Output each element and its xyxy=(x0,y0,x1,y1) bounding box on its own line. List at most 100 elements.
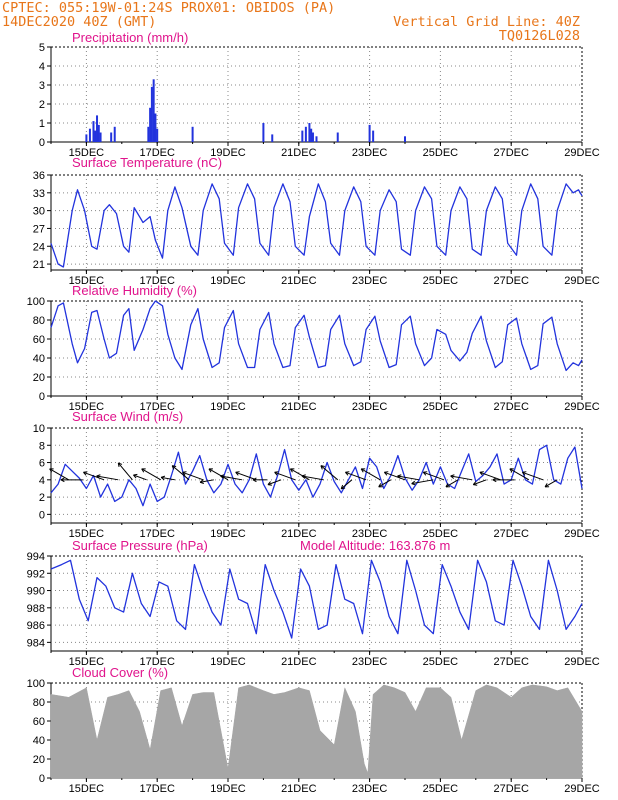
panel-1-ytick-label: 2 xyxy=(39,99,45,111)
wind-arrow xyxy=(290,468,310,481)
wind-arrow xyxy=(423,471,445,481)
wind-arrow-head xyxy=(360,468,366,473)
panel-1-title: Precipitation (mm/h) xyxy=(72,30,188,45)
panel-4-ytick-label: 8 xyxy=(39,440,45,452)
precip-bar xyxy=(372,130,375,142)
wind-arrow xyxy=(509,468,530,481)
panel-4-xtick-label: 25DEC xyxy=(423,528,459,540)
panel-6-ytick-label: 40 xyxy=(33,735,45,747)
wind-arrow-head xyxy=(340,484,346,490)
panel-2-xtick-label: 19DEC xyxy=(210,275,246,287)
panel-2-xtick-label: 27DEC xyxy=(493,275,529,287)
wind-arrow-head xyxy=(60,477,65,483)
wind-arrow xyxy=(117,462,133,481)
wind-arrow xyxy=(340,479,353,490)
panel-4-xtick-label: 17DEC xyxy=(139,528,175,540)
panel-5-ytick-label: 986 xyxy=(27,620,45,632)
panel-3-ytick-label: 100 xyxy=(27,296,45,308)
wind-arrow-head xyxy=(397,474,402,479)
precip-bar xyxy=(149,107,152,142)
panel-1-xtick-label: 23DEC xyxy=(352,147,388,159)
panel-2-xtick-label: 25DEC xyxy=(423,275,459,287)
precip-bar xyxy=(336,132,339,142)
panel-1-ytick-label: 5 xyxy=(39,42,45,54)
wind-arrow-head xyxy=(274,471,279,476)
panel-2-ytick-label: 21 xyxy=(33,259,45,271)
panel-1-xtick-label: 29DEC xyxy=(564,147,600,159)
wind-arrow xyxy=(208,468,229,481)
panel-6-xtick-label: 21DEC xyxy=(281,783,317,795)
panel-5-xtick-label: 27DEC xyxy=(493,656,529,668)
wind-arrow-head xyxy=(208,468,213,473)
panel-2-xtick-label: 23DEC xyxy=(352,275,388,287)
precip-bar xyxy=(271,134,274,142)
panel-2-xtick-label: 17DEC xyxy=(139,275,175,287)
panel-6-ytick-label: 60 xyxy=(33,716,45,728)
wind-arrow xyxy=(320,465,339,481)
precip-bar xyxy=(97,124,100,142)
panel-4-series-line xyxy=(50,444,583,507)
panel-6-xtick-label: 25DEC xyxy=(423,783,459,795)
panel-3-ytick-label: 0 xyxy=(39,391,45,403)
wind-arrow-head xyxy=(133,473,138,479)
panel-5-xtick-label: 19DEC xyxy=(210,656,246,668)
wind-arrow xyxy=(267,479,282,486)
panel-4-ytick-label: 0 xyxy=(39,509,45,521)
wind-arrow xyxy=(378,479,392,488)
header-date: 14DEC2020 40Z (GMT) xyxy=(2,14,157,30)
precip-bar xyxy=(315,136,318,142)
panel-1-xtick-label: 15DEC xyxy=(69,147,105,159)
panel-4-ytick-label: 4 xyxy=(39,475,45,487)
panel-5-xtick-label: 29DEC xyxy=(564,656,600,668)
precip-bar xyxy=(301,130,304,142)
panel-6-title: Cloud Cover (%) xyxy=(72,665,168,680)
precip-bar xyxy=(85,134,88,142)
panel-3-xtick-label: 15DEC xyxy=(69,401,105,413)
panel-5-series-line xyxy=(50,559,583,639)
precip-bar xyxy=(308,123,311,142)
wind-arrow-head xyxy=(141,468,146,473)
wind-arrow-head xyxy=(49,468,54,473)
wind-arrow xyxy=(235,471,257,481)
wind-arrow-head xyxy=(289,468,295,473)
wind-arrow xyxy=(445,479,459,488)
wind-arrow-head xyxy=(267,481,272,486)
panel-3-ytick-label: 40 xyxy=(33,353,45,365)
panel-1-xtick-label: 25DEC xyxy=(423,147,459,159)
panel-5-xtick-label: 23DEC xyxy=(352,656,388,668)
wind-arrow xyxy=(544,479,558,488)
wind-arrow-head xyxy=(199,479,205,485)
panel-1-xtick-label: 19DEC xyxy=(210,147,246,159)
wind-arrow xyxy=(473,479,487,486)
precip-bar xyxy=(150,86,153,142)
wind-arrow xyxy=(199,479,214,483)
panel-1-xtick-label: 27DEC xyxy=(493,147,529,159)
precip-bar xyxy=(99,132,102,142)
panel-3-xtick-label: 25DEC xyxy=(423,401,459,413)
precip-bar xyxy=(152,79,155,142)
precip-bar xyxy=(304,126,307,142)
panel-5-subtitle: Model Altitude: 163.876 m xyxy=(300,538,450,553)
panel-1-ytick-label: 0 xyxy=(39,137,45,149)
wind-arrow xyxy=(220,475,243,481)
panel-6-ytick-label: 80 xyxy=(33,697,45,709)
wind-arrow xyxy=(360,468,381,481)
header-grid-line: Vertical Grid Line: 40Z xyxy=(393,14,580,30)
header-model-code: TQ0126L028 xyxy=(498,28,580,44)
panel-4-xtick-label: 27DEC xyxy=(493,528,529,540)
panel-2-ytick-label: 30 xyxy=(33,206,45,218)
panel-3-title: Relative Humidity (%) xyxy=(72,283,197,298)
panel-5-ytick-label: 992 xyxy=(27,568,45,580)
precip-bar xyxy=(368,124,371,142)
panel-3-xtick-label: 21DEC xyxy=(281,401,317,413)
wind-arrow-head xyxy=(544,483,550,488)
wind-arrow-head xyxy=(171,465,177,470)
panel-5-xtick-label: 15DEC xyxy=(69,656,105,668)
cloud-cover-area xyxy=(50,684,583,779)
panel-2-xtick-label: 29DEC xyxy=(564,275,600,287)
wind-arrow xyxy=(522,471,544,481)
wind-arrow-head xyxy=(411,480,416,486)
panel-2-ytick-label: 27 xyxy=(33,223,45,235)
panel-4-xtick-label: 29DEC xyxy=(564,528,600,540)
precip-bar xyxy=(154,113,157,142)
